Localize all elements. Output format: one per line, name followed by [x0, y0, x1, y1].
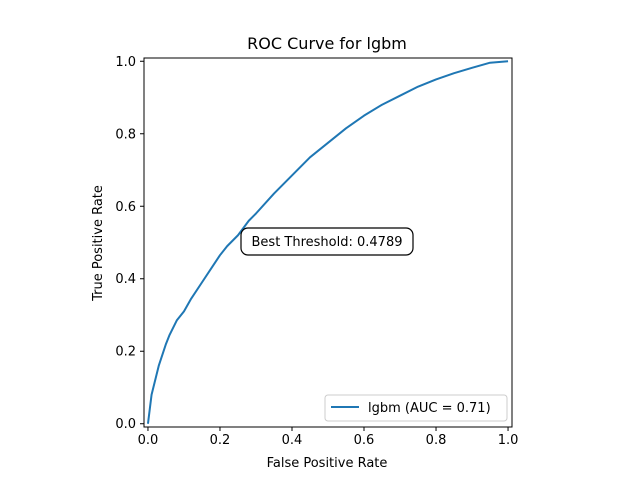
axes-frame — [143, 57, 513, 428]
y-tick-label: 0.6 — [115, 200, 136, 215]
x-tick-label: 0.8 — [426, 433, 447, 448]
chart-title: ROC Curve for lgbm — [247, 34, 407, 53]
series-layer — [146, 60, 509, 424]
x-axis-label: False Positive Rate — [267, 456, 388, 471]
annotation-box: Best Threshold: 0.4789 — [240, 227, 414, 256]
y-tick-label: 0.0 — [115, 417, 136, 432]
ticks-layer: 0.0 0.2 0.4 0.6 0.8 1.0 0.0 0.2 0.4 0.6 0.8 1.0 — [115, 55, 518, 448]
y-tick-label: 0.2 — [115, 345, 136, 360]
y-tick-label: 1.0 — [115, 55, 136, 70]
y-tick-label: 0.4 — [115, 272, 136, 287]
legend-label: lgbm (AUC = 0.71) — [368, 401, 491, 416]
x-tick-label: 0.0 — [138, 433, 159, 448]
y-axis-label: True Positive Rate — [91, 185, 106, 302]
x-tick-label: 1.0 — [498, 433, 519, 448]
series-line-0 — [146, 60, 509, 424]
y-tick-label: 0.8 — [115, 127, 136, 142]
x-tick-label: 0.2 — [210, 433, 231, 448]
best-threshold-annotation: Best Threshold: 0.4789 — [252, 235, 403, 250]
x-tick-label: 0.6 — [354, 433, 375, 448]
x-tick-label: 0.4 — [282, 433, 303, 448]
legend: lgbm (AUC = 0.71) — [324, 394, 508, 422]
